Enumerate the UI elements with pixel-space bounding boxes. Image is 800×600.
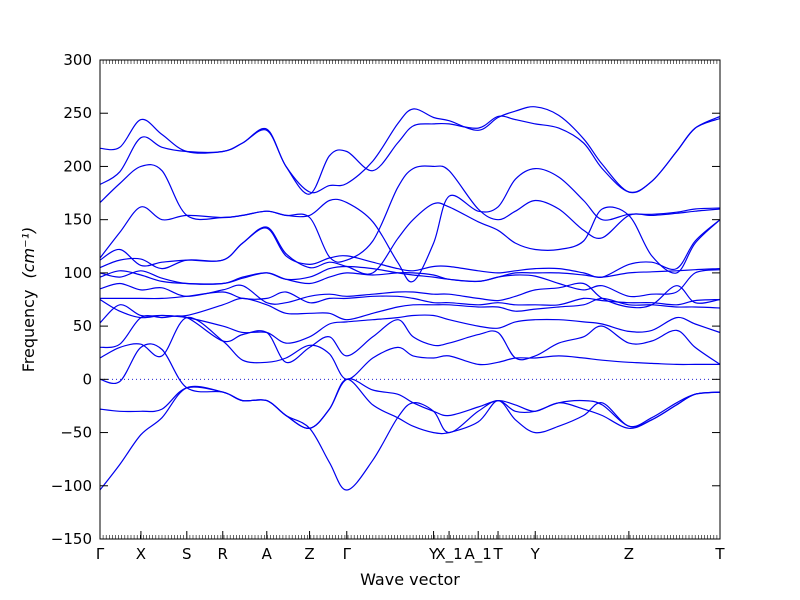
y-tick-label: 0 <box>82 370 92 388</box>
band-11 <box>99 297 721 321</box>
x-tick-label: Y <box>530 545 541 563</box>
band-2 <box>99 115 721 195</box>
y-tick-label: −150 <box>51 530 92 548</box>
y-tick-label: 300 <box>63 51 92 69</box>
phonon-bands <box>99 106 721 491</box>
x-tick-label: Γ <box>96 545 105 563</box>
plot-frame <box>99 59 721 540</box>
x-tick-label: S <box>182 545 192 563</box>
x-tick-label: A <box>262 545 273 563</box>
y-tick-label: 50 <box>73 317 92 335</box>
x-tick-label: T <box>714 545 725 563</box>
x-tick-label: Z <box>624 545 634 563</box>
x-tick-labels: Γ X S R A Z Γ YX_1 A_1 T Y Z T <box>96 545 726 564</box>
band-3 <box>99 164 721 283</box>
x-tick-label: Z <box>304 545 314 563</box>
x-tick-label: R <box>218 545 228 563</box>
band-12 <box>99 304 721 344</box>
y-tick-label: −50 <box>60 424 92 442</box>
x-tick-label: T <box>492 545 503 563</box>
x-tick-label: X_1 <box>435 545 462 564</box>
y-tick-labels: −150 −100 −50 0 50 100 150 200 250 300 <box>51 51 92 548</box>
band-13 <box>99 315 721 365</box>
x-tick-label: Γ <box>343 545 352 563</box>
y-tick-label: 100 <box>63 264 92 282</box>
band-5 <box>99 202 721 275</box>
y-tick-label: 150 <box>63 211 92 229</box>
band-4 <box>99 165 721 263</box>
y-axis-label-unit: (cm⁻¹) <box>19 227 38 279</box>
y-tick-label: 200 <box>63 157 92 175</box>
band-1 <box>99 106 721 194</box>
y-tick-label: 250 <box>63 104 92 122</box>
y-axis-label-text: Frequency <box>19 290 38 373</box>
band-10 <box>99 291 721 306</box>
band-14 <box>99 316 720 380</box>
y-axis-label: Frequency (cm⁻¹) <box>19 227 38 372</box>
y-tick-label: −100 <box>51 477 92 495</box>
band-17 <box>99 385 721 491</box>
band-8 <box>99 269 721 298</box>
band-6 <box>99 219 721 279</box>
axis-ticks <box>99 59 721 540</box>
x-tick-label: X <box>136 545 146 563</box>
x-axis-label: Wave vector <box>360 570 460 589</box>
x-tick-label: Y <box>428 545 439 563</box>
x-tick-label: A_1 <box>465 545 492 564</box>
